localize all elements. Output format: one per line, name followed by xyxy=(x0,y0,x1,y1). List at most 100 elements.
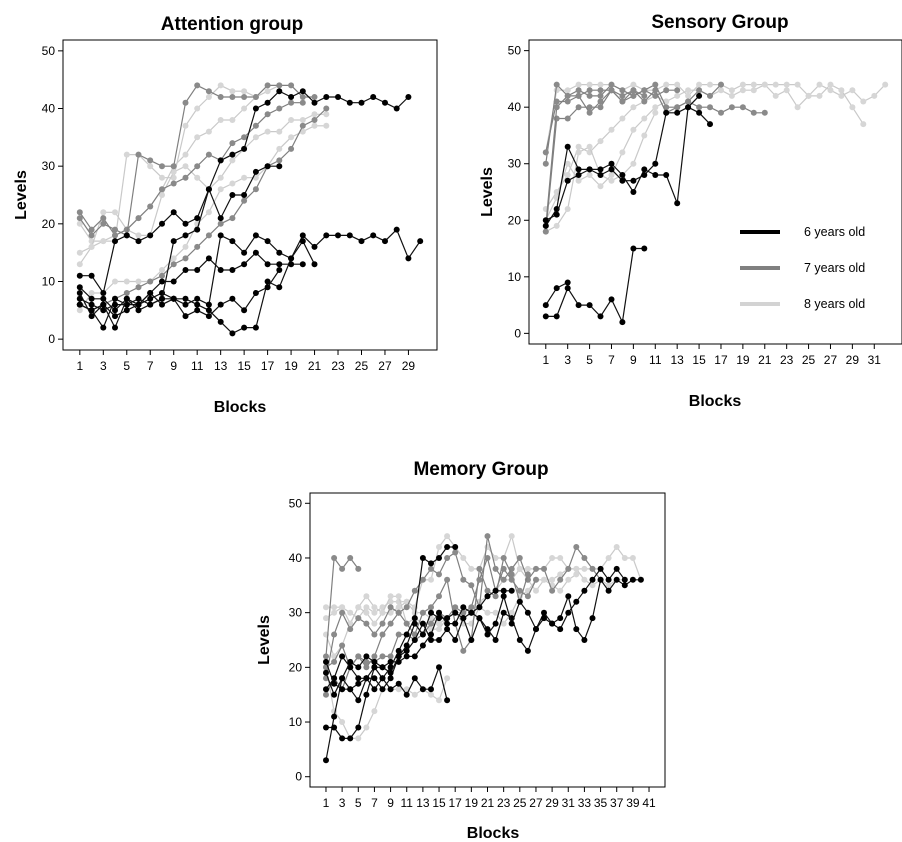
data-point xyxy=(347,626,354,633)
data-point xyxy=(621,576,628,583)
data-point xyxy=(229,238,236,245)
data-point xyxy=(311,111,318,118)
data-point xyxy=(229,117,236,123)
data-point xyxy=(492,555,499,561)
data-point xyxy=(605,555,612,561)
data-point xyxy=(403,642,410,649)
y-tick-label: 0 xyxy=(48,332,55,346)
data-point xyxy=(621,555,628,561)
data-point xyxy=(573,571,580,578)
data-point xyxy=(619,87,626,94)
data-point xyxy=(500,620,507,627)
series-line xyxy=(545,100,667,221)
data-point xyxy=(630,160,637,167)
data-point xyxy=(871,92,878,99)
data-point xyxy=(728,87,735,94)
data-point xyxy=(347,686,354,693)
data-point xyxy=(395,604,402,611)
data-point xyxy=(194,243,201,250)
legend-label: 6 years old xyxy=(804,225,865,239)
data-point xyxy=(838,92,845,99)
series-6-years-0 xyxy=(76,88,412,296)
data-point xyxy=(229,267,236,273)
series-6-years-4 xyxy=(76,163,283,314)
data-point xyxy=(112,301,118,308)
data-point xyxy=(553,104,560,111)
x-tick-label: 19 xyxy=(284,359,298,373)
data-point xyxy=(371,675,378,682)
data-point xyxy=(355,664,362,671)
plot-frame xyxy=(62,39,438,351)
data-point xyxy=(311,99,318,106)
x-tick-label: 17 xyxy=(449,796,463,810)
data-point xyxy=(252,105,259,112)
data-point xyxy=(403,647,410,654)
data-point xyxy=(468,582,475,589)
data-point xyxy=(331,631,338,638)
data-point xyxy=(358,238,365,245)
data-point xyxy=(419,686,426,693)
data-point xyxy=(444,615,451,622)
y-axis-title: Levels xyxy=(479,167,496,217)
data-point xyxy=(564,206,571,212)
data-point xyxy=(395,631,402,638)
data-point xyxy=(739,87,746,94)
data-point xyxy=(581,555,588,561)
data-point xyxy=(135,307,142,314)
data-point xyxy=(619,115,626,122)
data-point xyxy=(76,261,83,268)
data-point xyxy=(346,232,353,239)
data-point xyxy=(533,587,539,594)
data-point xyxy=(323,653,329,660)
data-point xyxy=(696,92,703,99)
data-point xyxy=(542,313,549,320)
data-point xyxy=(241,105,248,112)
series-7-years-6 xyxy=(76,99,306,239)
data-point xyxy=(460,555,467,561)
series-line xyxy=(79,108,327,311)
data-point xyxy=(586,172,593,178)
data-point xyxy=(205,209,212,216)
data-point xyxy=(371,658,378,665)
data-point xyxy=(608,166,615,173)
data-point xyxy=(229,295,236,302)
data-point xyxy=(288,261,295,268)
data-point xyxy=(112,295,118,302)
chart-title: Attention group xyxy=(161,14,303,35)
data-point xyxy=(241,94,248,100)
data-point xyxy=(288,255,295,262)
x-tick-label: 19 xyxy=(465,796,479,810)
series-line xyxy=(79,96,257,254)
series-line xyxy=(325,590,512,697)
data-point xyxy=(557,626,564,633)
data-point xyxy=(557,576,564,583)
series-8-years-10 xyxy=(542,98,670,224)
data-point xyxy=(436,620,442,627)
data-point xyxy=(516,587,523,594)
data-point xyxy=(411,620,418,627)
data-point xyxy=(159,220,165,227)
data-point xyxy=(135,295,142,302)
data-point xyxy=(371,620,378,627)
data-point xyxy=(524,609,531,616)
data-point xyxy=(629,555,636,561)
data-point xyxy=(229,88,236,95)
data-point xyxy=(339,653,346,660)
series-8-years-9 xyxy=(76,82,283,245)
x-tick-label: 23 xyxy=(780,353,794,367)
data-point xyxy=(641,245,648,252)
x-tick-label: 21 xyxy=(308,359,322,373)
data-point xyxy=(217,174,224,181)
data-point xyxy=(346,99,353,106)
data-point xyxy=(403,620,410,627)
data-point xyxy=(229,330,236,337)
data-point xyxy=(395,653,402,660)
x-tick-label: 9 xyxy=(630,353,637,367)
data-point xyxy=(586,166,593,173)
data-point xyxy=(575,166,582,173)
data-point xyxy=(565,565,572,572)
data-point xyxy=(112,313,118,320)
data-point xyxy=(484,587,491,594)
data-point xyxy=(460,615,467,622)
